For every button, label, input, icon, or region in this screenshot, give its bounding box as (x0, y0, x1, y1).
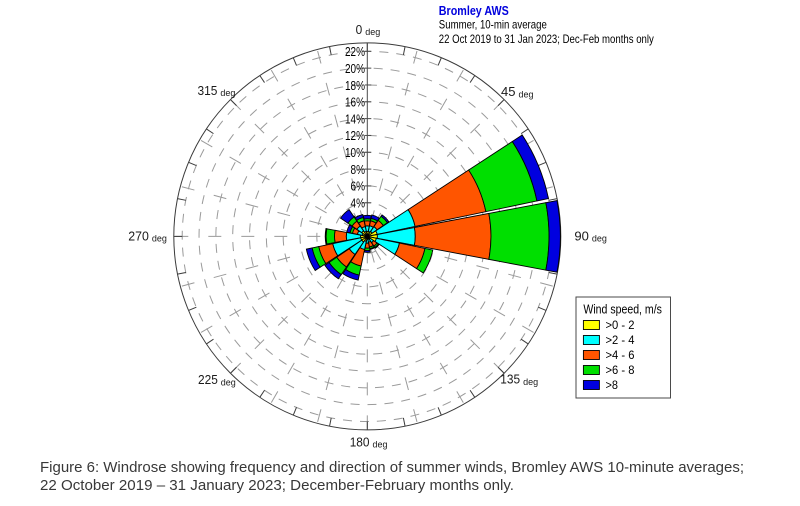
svg-text:Bromley AWS: Bromley AWS (439, 3, 509, 18)
svg-text:270: 270 (128, 229, 149, 243)
svg-text:Figure 6: Windrose showing fre: Figure 6: Windrose showing frequency and… (40, 459, 744, 476)
svg-text:deg: deg (365, 27, 380, 37)
svg-text:22 Oct 2019 to 31 Jan 2023; De: 22 Oct 2019 to 31 Jan 2023; Dec-Feb mont… (439, 32, 654, 46)
svg-text:>6 - 8: >6 - 8 (606, 365, 635, 377)
svg-text:>0 - 2: >0 - 2 (606, 320, 635, 332)
svg-text:>4 - 6: >4 - 6 (606, 350, 635, 362)
svg-text:10%: 10% (345, 146, 365, 160)
svg-text:deg: deg (221, 377, 236, 387)
svg-text:90: 90 (574, 229, 589, 243)
svg-text:20%: 20% (345, 62, 365, 76)
svg-text:deg: deg (519, 89, 534, 99)
svg-text:18%: 18% (345, 79, 365, 93)
svg-text:16%: 16% (345, 96, 365, 110)
svg-text:8%: 8% (351, 163, 366, 177)
svg-text:135: 135 (500, 373, 520, 387)
svg-text:deg: deg (592, 234, 607, 244)
svg-text:22%: 22% (345, 45, 365, 59)
svg-text:Summer, 10-min average: Summer, 10-min average (439, 17, 547, 31)
svg-text:>8: >8 (606, 380, 619, 392)
svg-text:4%: 4% (351, 197, 366, 211)
svg-text:14%: 14% (345, 112, 365, 126)
svg-text:6%: 6% (351, 180, 366, 194)
svg-text:0: 0 (356, 23, 363, 37)
svg-text:>2 - 4: >2 - 4 (606, 335, 636, 347)
svg-text:deg: deg (523, 377, 538, 387)
svg-text:180: 180 (350, 435, 370, 449)
svg-text:225: 225 (198, 373, 218, 387)
svg-text:12%: 12% (345, 129, 365, 143)
svg-text:deg: deg (220, 88, 235, 98)
svg-text:45: 45 (501, 85, 516, 99)
svg-text:deg: deg (152, 234, 167, 244)
svg-text:315: 315 (198, 84, 218, 98)
svg-text:deg: deg (373, 440, 388, 450)
svg-text:Wind speed, m/s: Wind speed, m/s (583, 303, 662, 317)
svg-text:22 October 2019 – 31 January 2: 22 October 2019 – 31 January 2023; Decem… (40, 477, 514, 494)
